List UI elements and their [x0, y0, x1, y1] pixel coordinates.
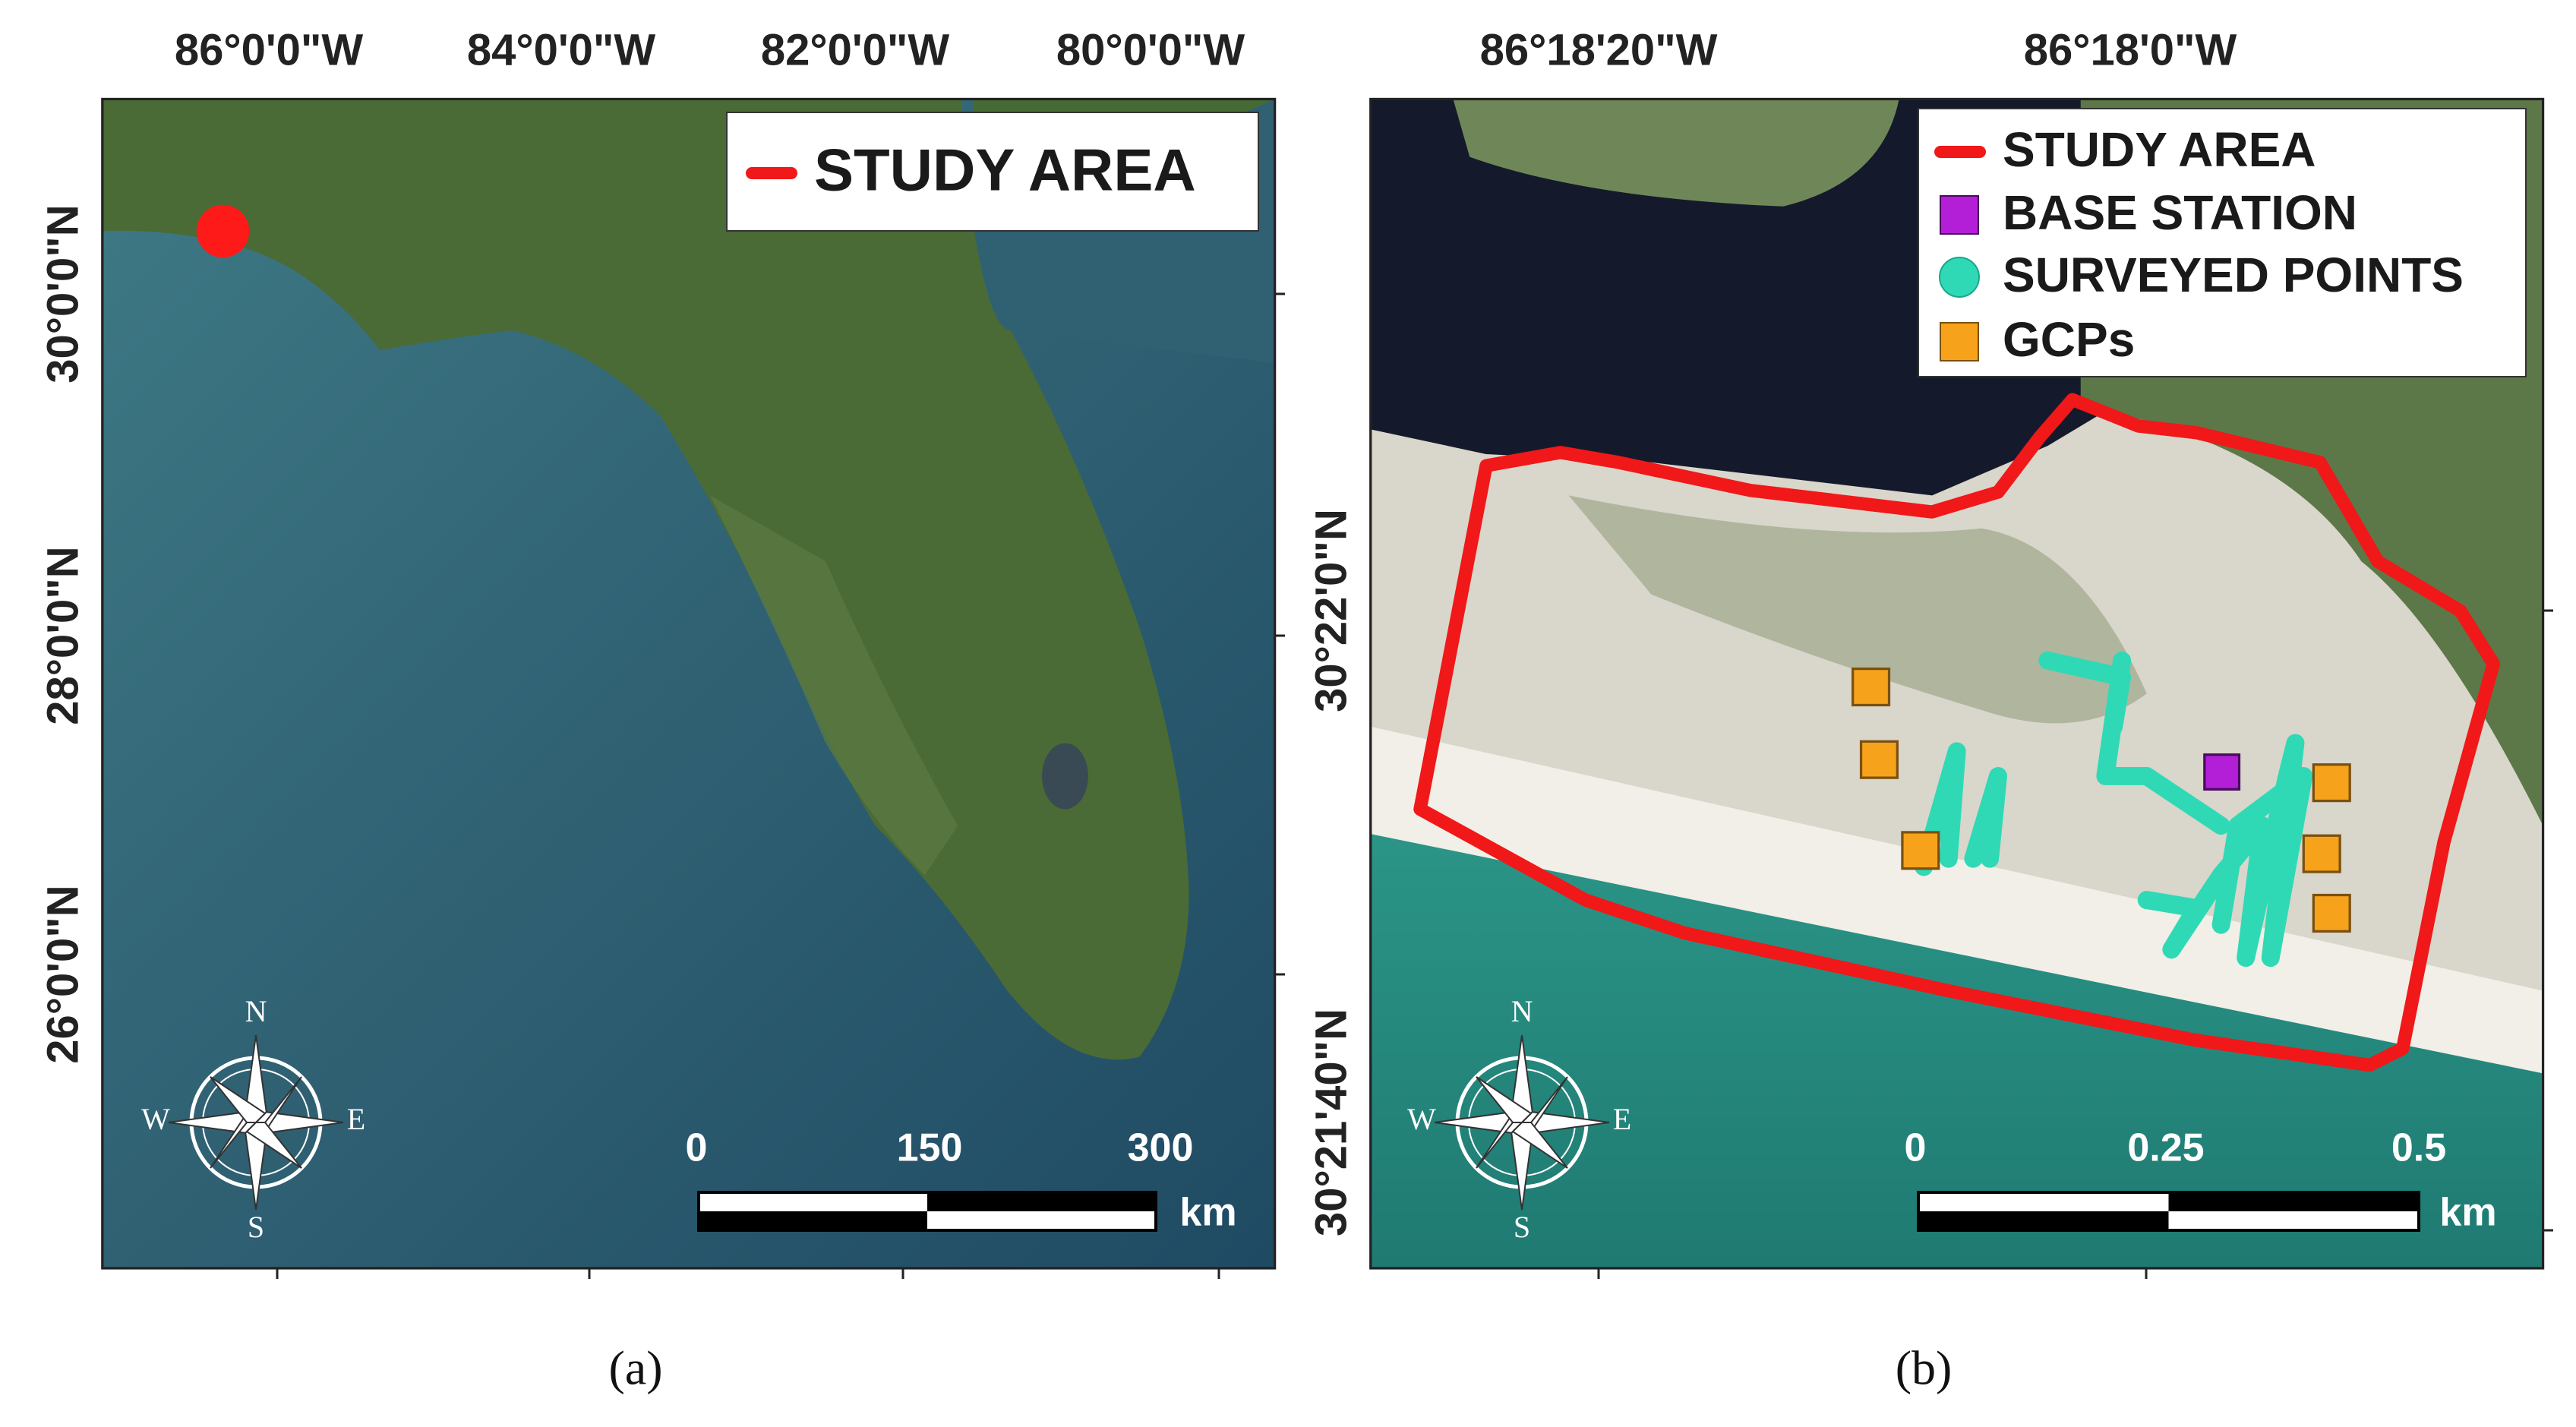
y-axis-label: 30°22'0"N [1306, 509, 1356, 712]
legend-label: STUDY AREA [814, 137, 1196, 204]
compass-letter: N [245, 994, 267, 1028]
compass-letter: S [248, 1210, 264, 1244]
scale-bar [699, 1211, 927, 1230]
scale-label: 0 [1905, 1126, 1927, 1170]
x-axis-label: 86°18'0"W [2024, 25, 2237, 74]
y-axis-label: 26°0'0"N [38, 885, 87, 1063]
surveyed-points [1915, 651, 2313, 968]
compass-letter: W [1407, 1102, 1436, 1136]
caption: (b) [1896, 1341, 1953, 1395]
x-axis-label: 82°0'0"W [761, 25, 950, 74]
y-axis-label: 30°21'40"N [1306, 1009, 1356, 1236]
scale-bar [927, 1192, 1156, 1211]
scale-label: 300 [1128, 1126, 1194, 1170]
scale-bar [1918, 1211, 2169, 1230]
x-axis-label: 86°18'20"W [1480, 25, 1718, 74]
compass: N E S W [1407, 994, 1631, 1244]
compass-letter: E [347, 1102, 365, 1136]
scale-label: 0 [686, 1126, 708, 1170]
scale-label: 0.25 [2127, 1126, 2204, 1170]
map-a [102, 99, 1275, 1268]
scale-label: 150 [897, 1126, 963, 1170]
scale-unit: km [2439, 1191, 2496, 1235]
compass-letter: S [1514, 1210, 1530, 1244]
compass-point [1511, 1122, 1568, 1169]
legend-label: SURVEYED POINTS [2003, 248, 2464, 302]
legend-icon [1939, 257, 1980, 298]
compass-letter: N [1511, 994, 1533, 1028]
compass-letter: E [1613, 1102, 1631, 1136]
x-axis-label: 80°0'0"W [1056, 25, 1245, 74]
legend-icon [1940, 322, 1979, 361]
legend-box [726, 112, 1259, 232]
compass-point [1476, 1076, 1533, 1123]
compass: N E S W [141, 994, 365, 1244]
y-axis-label: 28°0'0"N [38, 546, 87, 725]
compass-point [245, 1122, 302, 1169]
legend-box [1918, 108, 2527, 377]
base-station [2203, 753, 2241, 791]
y-axis-label: 30°0'0"N [38, 204, 87, 383]
scale-bar [2168, 1192, 2419, 1211]
compass-letter: W [141, 1102, 170, 1136]
gcps [1852, 668, 2351, 933]
compass-point [210, 1076, 267, 1123]
x-axis-label: 84°0'0"W [467, 25, 656, 74]
scale-unit: km [1179, 1191, 1236, 1235]
legend-icon [1940, 195, 1979, 235]
legend-label: STUDY AREA [2003, 122, 2316, 177]
x-axis-label: 86°0'0"W [175, 25, 364, 74]
legend-label: GCPs [2003, 312, 2135, 367]
scale-label: 0.5 [2391, 1126, 2446, 1170]
legend-label: BASE STATION [2003, 185, 2357, 240]
caption: (a) [608, 1341, 662, 1395]
